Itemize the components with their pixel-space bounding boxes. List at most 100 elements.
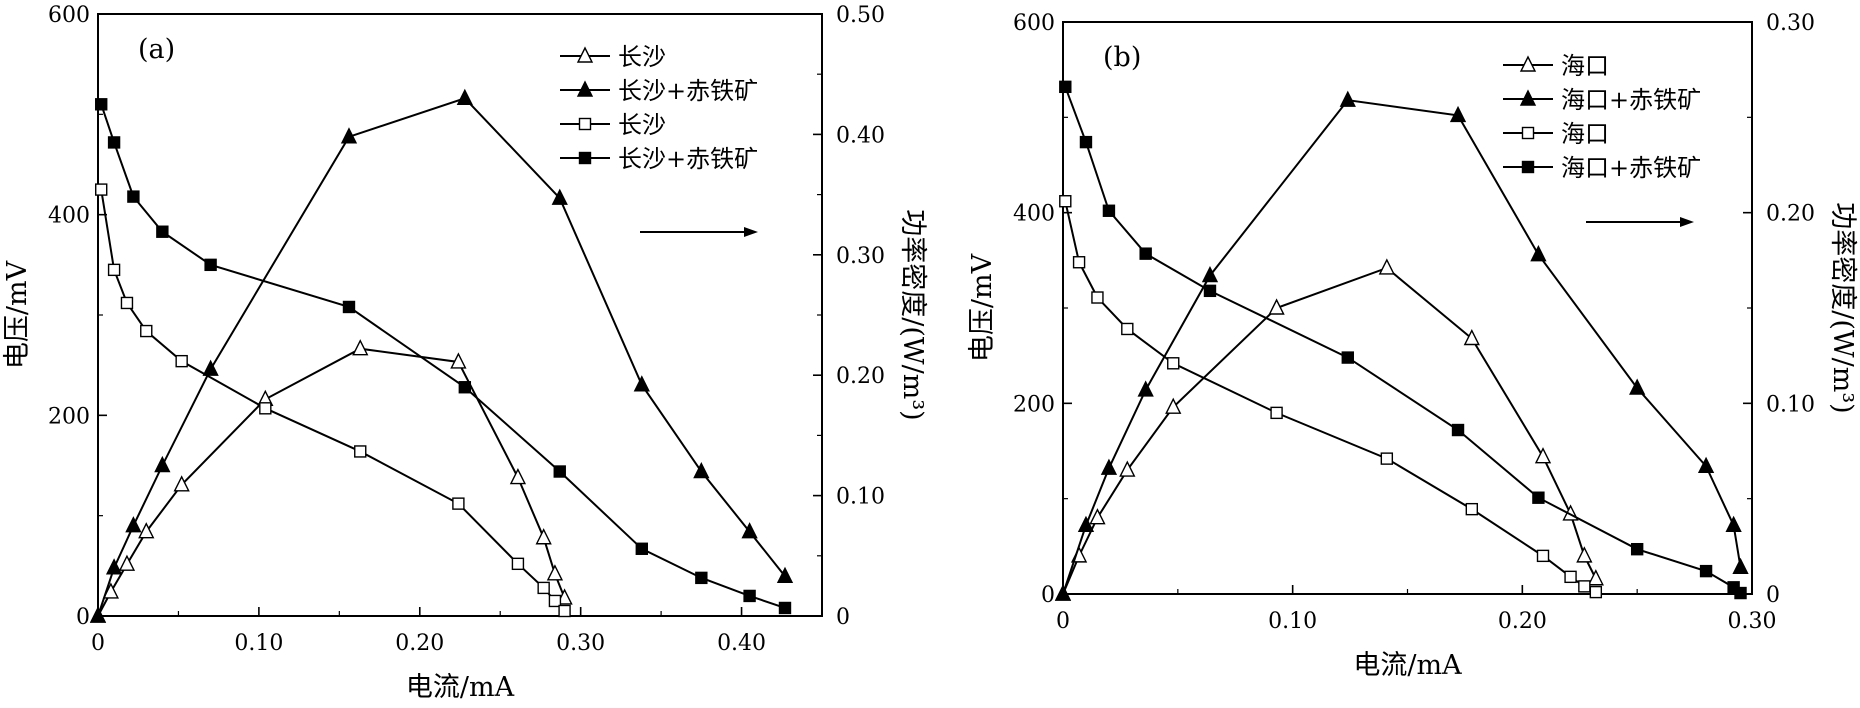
x-tick-label: 0.10 xyxy=(234,631,283,656)
legend-label: 长沙 xyxy=(618,111,666,139)
y-tick-label: 400 xyxy=(1013,202,1055,227)
data-point xyxy=(1091,291,1104,304)
data-point xyxy=(511,557,525,571)
legend-entry: 海口+赤铁矿 xyxy=(1503,154,1701,182)
data-point xyxy=(1734,586,1747,600)
legend-marker xyxy=(576,80,594,97)
data-point xyxy=(175,354,188,368)
series-line xyxy=(97,347,566,617)
data-point xyxy=(120,296,134,310)
right-axis-arrow-head xyxy=(744,227,758,237)
legend-marker xyxy=(576,46,594,63)
data-point xyxy=(1339,90,1356,107)
data-point xyxy=(138,522,155,539)
y2-tick-label: 0.50 xyxy=(836,3,885,28)
data-point xyxy=(548,594,562,608)
y2-axis-title: 功率密度/(W/m³) xyxy=(897,209,928,420)
data-point xyxy=(1564,570,1577,584)
x-tick-label: 0.20 xyxy=(1498,609,1547,634)
data-point xyxy=(553,465,566,478)
data-point xyxy=(342,300,356,314)
data-point xyxy=(204,258,217,272)
data-point xyxy=(1077,515,1095,533)
data-point xyxy=(1534,447,1552,464)
legend-label: 海口+赤铁矿 xyxy=(1561,86,1701,114)
data-point xyxy=(1165,397,1182,414)
data-point xyxy=(1576,546,1593,563)
data-point xyxy=(633,375,650,392)
data-point xyxy=(1587,569,1604,586)
data-point xyxy=(1589,585,1603,599)
data-point xyxy=(202,359,219,376)
data-point xyxy=(125,516,142,533)
data-point xyxy=(1699,564,1713,578)
y2-tick-label: 0 xyxy=(1766,583,1780,608)
series-line xyxy=(1062,99,1742,595)
series-line xyxy=(100,189,566,612)
series-line xyxy=(100,103,786,609)
data-point xyxy=(95,183,108,196)
legend-entry: 海口+赤铁矿 xyxy=(1503,86,1701,114)
chart-panel-b: 0 0.10 0.20 0.30020040060000.100.200.30电流/m… xyxy=(967,11,1858,681)
series-square-open xyxy=(1059,195,1603,599)
y2-tick-label: 0 xyxy=(836,605,850,630)
y-axis-title: 电压/mV xyxy=(2,260,33,369)
data-point xyxy=(1451,423,1465,437)
data-point xyxy=(156,225,169,238)
data-point xyxy=(452,497,465,510)
data-point xyxy=(741,522,758,539)
data-point xyxy=(1697,456,1715,473)
data-point xyxy=(1059,195,1072,208)
data-point xyxy=(154,455,171,473)
data-point xyxy=(354,445,367,458)
legend-entry: 海口 xyxy=(1503,120,1609,148)
data-point xyxy=(259,402,272,415)
data-point xyxy=(1378,258,1395,275)
data-point xyxy=(1054,584,1072,601)
data-point xyxy=(1578,580,1591,593)
series-line xyxy=(1062,266,1597,595)
data-point xyxy=(1201,266,1219,283)
data-point xyxy=(695,571,708,585)
y2-tick-label: 0.20 xyxy=(836,364,885,389)
data-point xyxy=(776,566,794,583)
legend-entry: 长沙 xyxy=(560,111,666,139)
legend-entry: 长沙 xyxy=(560,43,666,71)
data-point xyxy=(1203,284,1217,298)
data-point xyxy=(1059,80,1072,94)
data-point xyxy=(1530,245,1547,262)
legend-marker xyxy=(578,151,592,165)
legend-marker xyxy=(1519,55,1537,72)
data-point xyxy=(1079,135,1093,149)
data-point xyxy=(1536,549,1550,563)
data-point xyxy=(1268,298,1285,315)
y2-tick-label: 0.20 xyxy=(1766,202,1815,227)
chart-panel-a: 0 0.10 0.20 0.30 0.40 0 200 400 600 0 0.10 0.20 0.30… xyxy=(2,3,928,703)
data-point xyxy=(173,475,190,492)
data-point xyxy=(509,467,527,485)
legend-marker xyxy=(1521,160,1535,174)
data-point xyxy=(95,98,108,111)
panel-label: (a) xyxy=(138,34,175,65)
data-point xyxy=(1167,357,1180,370)
x-tick-label: 0 xyxy=(91,631,105,656)
data-point xyxy=(1630,542,1644,556)
y2-tick-label: 0.30 xyxy=(836,244,885,269)
legend-entry: 海口 xyxy=(1503,52,1609,80)
data-point xyxy=(107,263,121,277)
data-point xyxy=(140,324,153,338)
y-tick-label: 200 xyxy=(1013,392,1055,417)
right-axis-arrow-head xyxy=(1680,217,1694,227)
data-point xyxy=(105,558,123,575)
legend-entry: 长沙+赤铁矿 xyxy=(560,145,758,173)
y-tick-label: 400 xyxy=(48,204,90,229)
series-line xyxy=(97,97,786,617)
data-point xyxy=(1341,351,1354,364)
x-tick-label: 0.20 xyxy=(395,631,444,656)
legend-label: 海口 xyxy=(1561,52,1609,80)
y-tick-label: 600 xyxy=(1013,11,1055,36)
y2-tick-label: 0.10 xyxy=(1766,392,1815,417)
x-tick-label: 0 xyxy=(1056,609,1070,634)
y2-tick-label: 0.30 xyxy=(1766,11,1815,36)
data-point xyxy=(352,339,369,356)
